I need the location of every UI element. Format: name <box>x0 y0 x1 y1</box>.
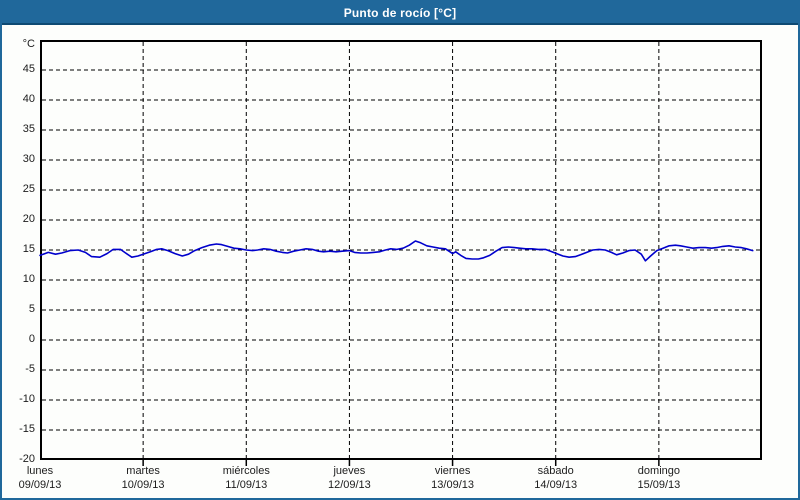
series-line <box>39 240 754 262</box>
x-axis-date-label: 15/09/13 <box>637 479 681 491</box>
y-axis-unit-label: °C <box>22 38 35 50</box>
plot-border <box>40 40 762 460</box>
x-axis-day-label: sábado <box>537 465 574 477</box>
x-axis-date-label: 12/09/13 <box>327 479 371 491</box>
dew-point-line-chart <box>39 40 762 466</box>
y-axis-tick-label: 20 <box>22 213 35 225</box>
x-axis-day-label: viernes <box>434 465 471 477</box>
window-title: Punto de rocío [°C] <box>343 5 457 20</box>
x-axis-day-label: miércoles <box>222 465 270 477</box>
y-axis-tick-label: -10 <box>19 393 35 405</box>
y-axis-tick-label: -15 <box>19 423 35 435</box>
y-axis-tick-label: -5 <box>25 363 35 375</box>
x-axis-day-label: domingo <box>637 465 680 477</box>
y-axis-tick-label: -20 <box>19 453 35 465</box>
x-axis-date-label: 11/09/13 <box>225 479 268 491</box>
x-axis-day-label: jueves <box>333 465 366 477</box>
chart-area: °C 45 40 35 30 25 20 15 10 5 0 -5 -10 -15 -20 lunes 09/… <box>2 25 798 496</box>
x-axis-day-label: lunes <box>26 465 54 477</box>
x-axis-date-label: 10/09/13 <box>121 479 165 491</box>
x-axis-date-label: 13/09/13 <box>431 479 475 491</box>
window-titlebar: Punto de rocío [°C] <box>2 2 798 25</box>
y-axis-tick-label: 30 <box>22 153 35 165</box>
y-axis-tick-label: 0 <box>28 333 35 345</box>
x-axis-day-label: martes <box>126 465 160 477</box>
y-axis-tick-label: 40 <box>22 93 35 105</box>
y-axis-tick-label: 5 <box>28 303 35 315</box>
y-axis-tick-label: 45 <box>22 63 35 75</box>
y-axis-tick-label: 15 <box>22 243 35 255</box>
x-axis-date-label: 14/09/13 <box>534 479 578 491</box>
y-axis-tick-label: 35 <box>22 123 35 135</box>
y-axis-tick-label: 10 <box>22 273 35 285</box>
x-axis-date-label: 09/09/13 <box>18 479 62 491</box>
y-axis-tick-label: 25 <box>22 183 35 195</box>
